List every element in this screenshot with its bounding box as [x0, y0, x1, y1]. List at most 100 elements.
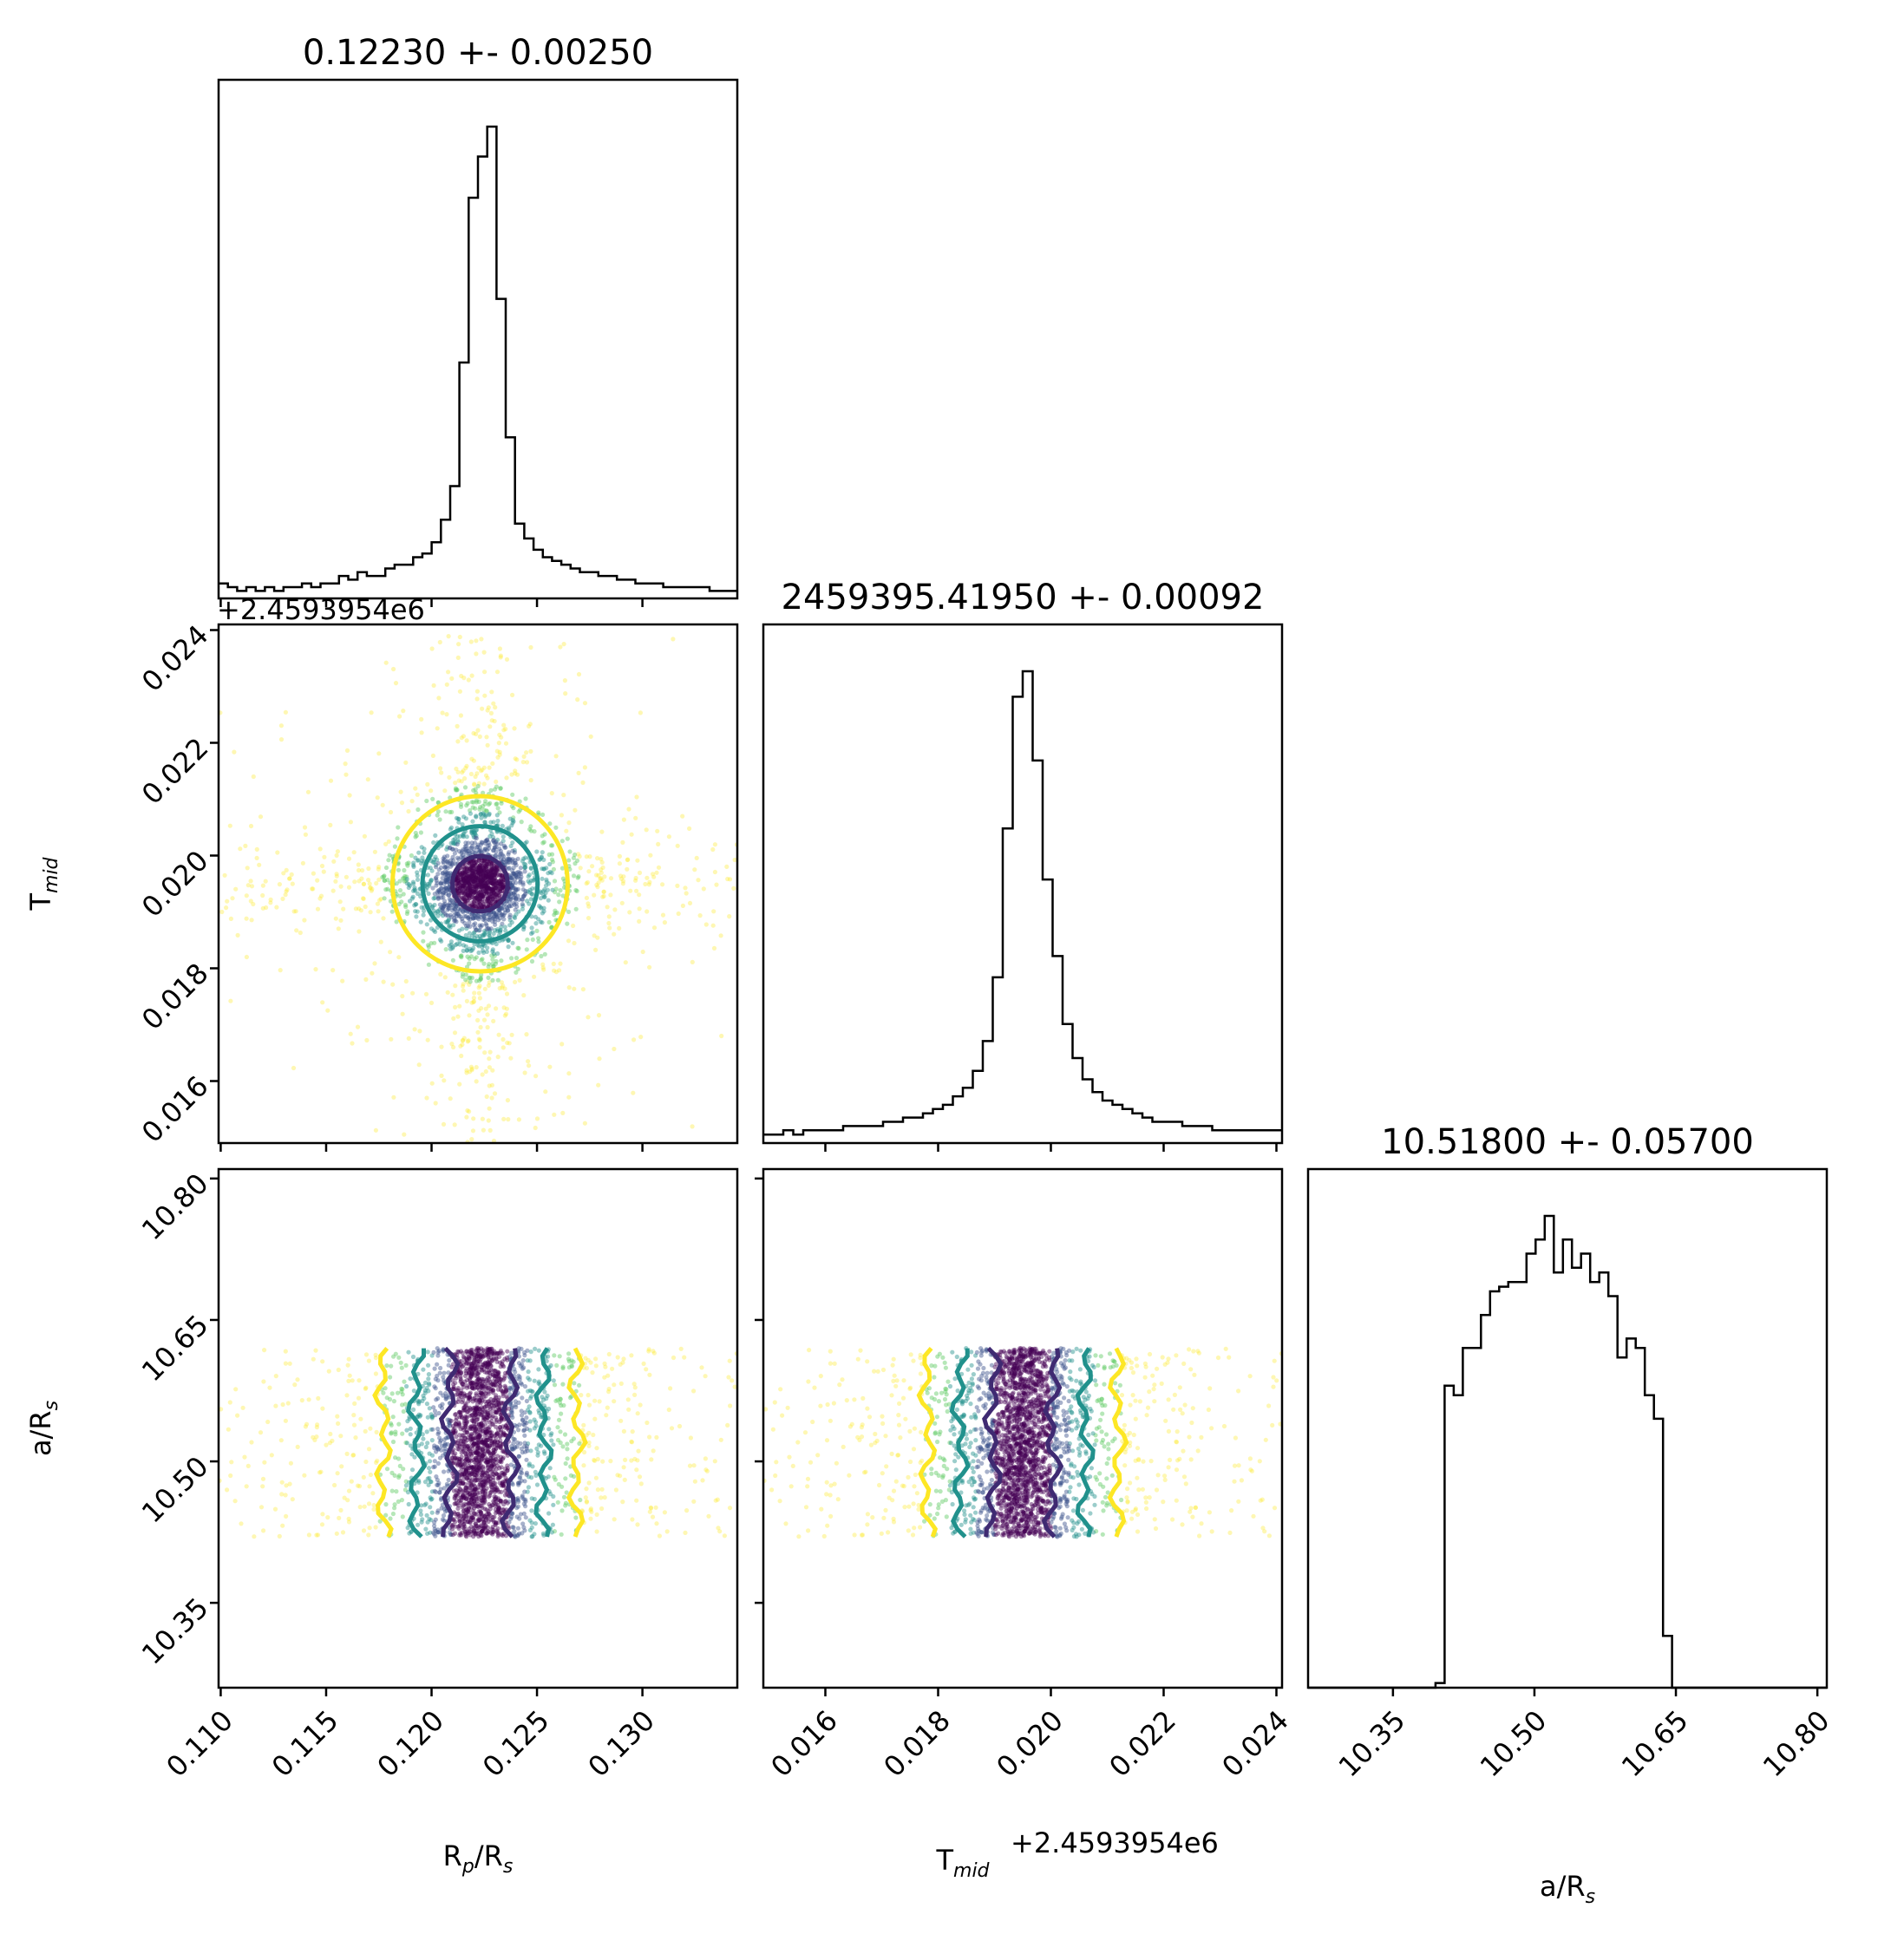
scatter-point	[429, 1518, 434, 1523]
scatter-point	[516, 1531, 522, 1536]
scatter-point	[226, 1427, 231, 1432]
scatter-point	[528, 897, 533, 902]
scatter-point	[464, 880, 469, 885]
scatter-point	[235, 932, 240, 938]
scatter-point	[481, 913, 487, 918]
scatter-point	[467, 882, 472, 887]
scatter-point	[461, 897, 467, 902]
scatter-point	[464, 866, 470, 872]
scatter-point	[468, 881, 474, 886]
scatter-point	[730, 1378, 735, 1383]
scatter-point	[396, 1474, 402, 1480]
scatter-point	[514, 904, 520, 909]
scatter-point	[444, 1481, 450, 1486]
scatter-point	[482, 932, 487, 938]
scatter-point	[472, 879, 478, 885]
scatter-point	[499, 905, 504, 911]
scatter-point	[373, 1525, 378, 1530]
scatter-point	[440, 907, 445, 913]
scatter-point	[509, 1511, 515, 1516]
scatter-point	[732, 1384, 737, 1389]
scatter-point	[703, 1456, 709, 1461]
scatter-point	[278, 968, 283, 973]
scatter-point	[432, 1519, 437, 1525]
scatter-point	[521, 1525, 527, 1530]
scatter-point	[396, 1499, 401, 1504]
scatter-point	[495, 914, 501, 919]
scatter-point	[475, 884, 481, 890]
scatter-point	[505, 1098, 511, 1103]
scatter-point	[486, 925, 491, 931]
scatter-point	[536, 936, 541, 941]
scatter-point	[441, 859, 446, 865]
scatter-point	[498, 879, 504, 885]
scatter-point	[525, 1426, 530, 1431]
scatter-point	[454, 904, 459, 909]
scatter-point	[499, 1428, 504, 1433]
scatter-point	[461, 878, 467, 883]
scatter-point	[422, 850, 427, 855]
scatter-point	[343, 761, 348, 767]
scatter-point	[481, 868, 487, 873]
scatter-point	[508, 897, 514, 902]
scatter-point	[482, 898, 487, 904]
scatter-point	[456, 1423, 461, 1428]
scatter-point	[449, 898, 455, 904]
scatter-point	[522, 866, 527, 871]
scatter-point	[435, 909, 441, 914]
scatter-point	[428, 1479, 433, 1484]
scatter-point	[467, 883, 473, 888]
scatter-point	[453, 786, 459, 791]
scatter-point	[502, 1467, 508, 1472]
scatter-point	[456, 1421, 461, 1427]
scatter-point	[520, 1493, 525, 1499]
scatter-point	[606, 920, 612, 926]
scatter-point	[473, 866, 479, 872]
scatter-point	[460, 891, 465, 896]
scatter-point	[422, 846, 427, 852]
scatter-point	[337, 1515, 342, 1520]
scatter-point	[582, 765, 588, 770]
scatter-point	[496, 1350, 501, 1356]
scatter-point	[522, 1349, 527, 1356]
scatter-point	[267, 1385, 272, 1390]
scatter-point	[521, 861, 527, 866]
scatter-point	[439, 895, 444, 900]
scatter-point	[445, 853, 450, 859]
scatter-point	[498, 1445, 503, 1450]
scatter-point	[495, 1454, 501, 1459]
scatter-point	[442, 975, 448, 980]
scatter-point	[541, 857, 546, 863]
scatter-point	[461, 870, 467, 875]
scatter-point	[514, 896, 519, 902]
scatter-point	[474, 955, 479, 960]
scatter-point	[519, 1413, 525, 1418]
scatter-point	[471, 915, 476, 920]
scatter-point	[507, 816, 513, 821]
scatter-point	[390, 853, 396, 859]
scatter-point	[518, 1441, 523, 1447]
scatter-point	[500, 905, 505, 911]
scatter-point	[474, 873, 479, 879]
scatter-point	[424, 1385, 429, 1391]
scatter-point	[484, 808, 489, 814]
scatter-point	[455, 876, 461, 881]
scatter-point	[462, 1461, 468, 1467]
scatter-point	[392, 1506, 397, 1511]
scatter-point	[496, 1370, 501, 1375]
scatter-point	[508, 891, 514, 896]
scatter-point	[432, 1488, 437, 1493]
scatter-point	[474, 651, 479, 657]
scatter-point	[468, 888, 473, 893]
scatter-point	[363, 1385, 369, 1390]
scatter-point	[455, 1443, 460, 1448]
scatter-point	[732, 857, 737, 863]
scatter-point	[480, 892, 485, 898]
scatter-point	[497, 752, 502, 757]
scatter-point	[501, 1364, 507, 1369]
scatter-point	[496, 1508, 501, 1513]
scatter-point	[461, 1448, 466, 1454]
scatter-point	[504, 1006, 510, 1011]
scatter-point	[546, 898, 551, 903]
scatter-point	[494, 839, 499, 845]
